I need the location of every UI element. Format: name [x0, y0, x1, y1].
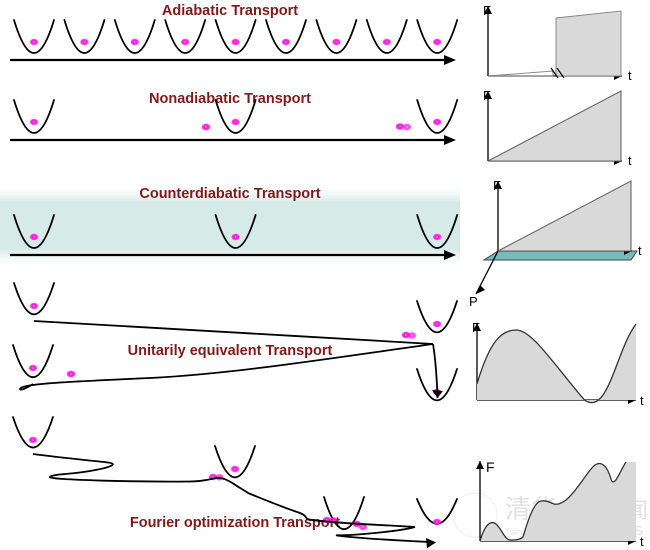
- svg-text:Unitarily equivalent Transport: Unitarily equivalent Transport: [128, 343, 333, 359]
- svg-text:P: P: [469, 294, 478, 309]
- svg-text:t: t: [640, 534, 644, 549]
- svg-text:Counterdiabatic Transport: Counterdiabatic Transport: [139, 186, 320, 202]
- svg-text:t: t: [628, 68, 632, 83]
- svg-text:t: t: [638, 243, 642, 258]
- svg-text:Nonadiabatic Transport: Nonadiabatic Transport: [149, 91, 311, 107]
- svg-text:F: F: [493, 178, 501, 193]
- svg-text:t: t: [640, 393, 644, 408]
- svg-text:Adiabatic Transport: Adiabatic Transport: [162, 3, 298, 19]
- svg-text:F: F: [472, 320, 480, 335]
- svg-text:F: F: [483, 3, 491, 18]
- svg-text:F: F: [483, 88, 491, 103]
- svg-text:F: F: [486, 459, 495, 475]
- svg-text:t: t: [628, 153, 632, 168]
- svg-text:Fourier optimization Transport: Fourier optimization Transport: [130, 515, 340, 531]
